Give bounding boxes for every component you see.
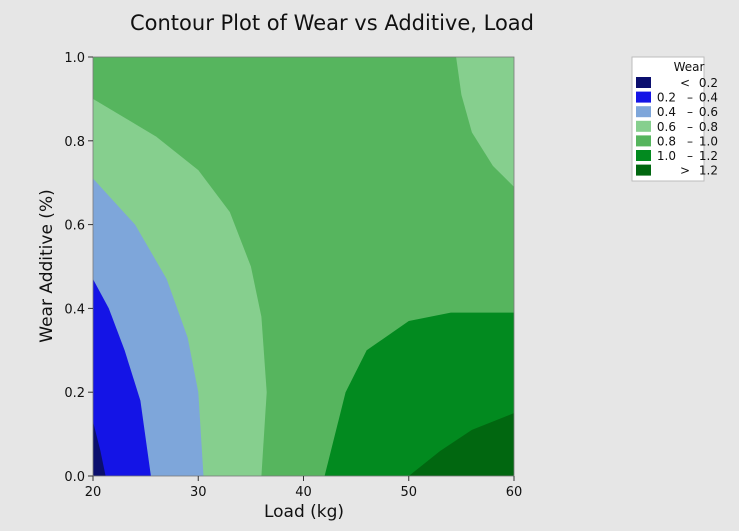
- legend-entry-label: 0.8: [699, 120, 718, 134]
- legend-entry-label: <: [680, 76, 690, 90]
- x-tick-label: 30: [190, 485, 207, 500]
- contour-region-2: [456, 57, 514, 187]
- legend-entry-label: 1.2: [699, 149, 718, 163]
- x-axis: 20 30 40 50 60: [85, 476, 523, 500]
- legend-entry-label: 0.6: [657, 120, 676, 134]
- x-tick-label: 60: [506, 485, 523, 500]
- y-axis: 0.0 0.2 0.4 0.6 0.8 1.0: [64, 51, 93, 485]
- legend-entry-label: 0.8: [657, 134, 676, 148]
- legend-swatch: [636, 77, 651, 88]
- legend-entry-label: 0.6: [699, 105, 718, 119]
- y-tick-label: 0.8: [64, 135, 85, 150]
- legend-entry-label: 1.0: [657, 149, 676, 163]
- legend-entry-label: 0.4: [657, 105, 676, 119]
- y-tick-label: 1.0: [64, 51, 85, 66]
- legend-entry-label: 0.4: [699, 91, 718, 105]
- legend-title: Wear: [674, 60, 705, 74]
- legend-swatch: [636, 150, 651, 161]
- legend-entry-label: –: [687, 120, 693, 134]
- contour-region-7: [408, 413, 514, 476]
- chart-title: Contour Plot of Wear vs Additive, Load: [130, 11, 534, 35]
- legend-swatch: [636, 91, 651, 103]
- legend: Wear <0.20.2–0.40.4–0.60.6–0.80.8–1.01.0…: [631, 56, 718, 182]
- legend-swatch: [636, 135, 651, 147]
- legend-entry-label: –: [687, 91, 693, 105]
- legend-entry-label: 1.0: [699, 134, 718, 148]
- y-tick-label: 0.6: [64, 219, 85, 234]
- legend-entry-label: 0.2: [657, 91, 676, 105]
- y-tick-label: 0.2: [64, 386, 85, 401]
- contour-region-5: [93, 421, 106, 476]
- y-tick-label: 0.4: [64, 302, 85, 317]
- legend-entry-label: –: [687, 149, 693, 163]
- legend-swatch: [636, 106, 651, 118]
- legend-entry-label: 0.2: [699, 76, 718, 90]
- legend-entry-label: –: [687, 105, 693, 119]
- legend-swatch: [636, 164, 651, 176]
- plot-area: [92, 56, 515, 477]
- y-axis-label: Wear Additive (%): [37, 189, 57, 342]
- legend-swatch: [636, 120, 651, 132]
- legend-entry-label: 1.2: [699, 164, 718, 178]
- x-tick-label: 40: [295, 485, 312, 500]
- legend-entry-label: –: [687, 134, 693, 148]
- x-tick-label: 20: [85, 485, 102, 500]
- contour-region-4: [93, 279, 151, 476]
- x-tick-label: 50: [400, 485, 417, 500]
- legend-entry-label: >: [680, 164, 690, 178]
- x-axis-label: Load (kg): [264, 502, 344, 522]
- y-tick-label: 0.0: [64, 470, 85, 485]
